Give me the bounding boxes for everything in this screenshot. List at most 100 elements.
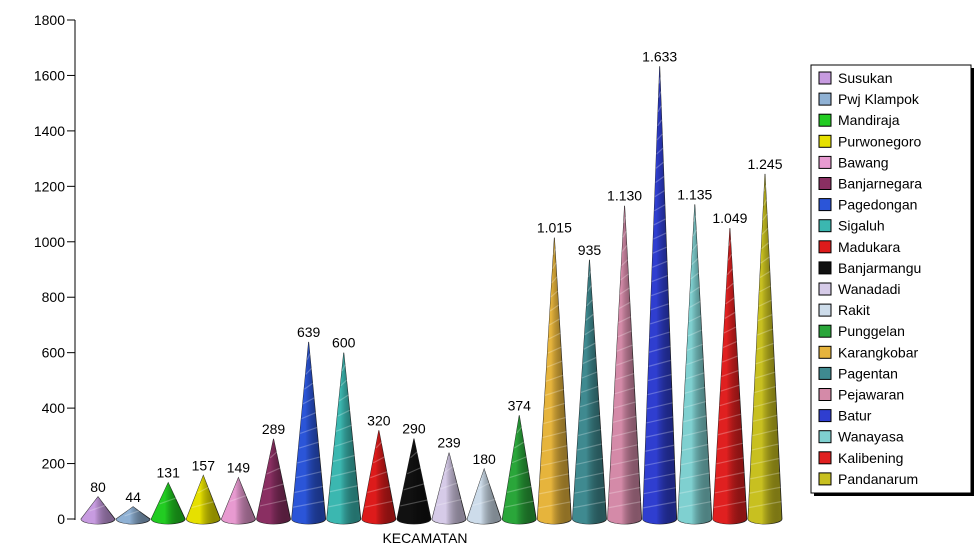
legend-swatch (818, 261, 832, 275)
legend-label: Banjarnegara (838, 176, 922, 192)
legend-label: Purwonegoro (838, 133, 921, 149)
legend-label: Sigaluh (838, 218, 885, 234)
legend-swatch (818, 177, 832, 190)
legend-item: Karangkobar (818, 344, 919, 360)
cone-batur (642, 66, 678, 525)
legend-label: Banjarmangu (838, 260, 921, 276)
y-tick-label: 600 (42, 345, 66, 361)
cones (80, 66, 783, 525)
legend-label: Pandanarum (838, 471, 918, 487)
legend-label: Pwj Klampok (838, 91, 920, 107)
x-axis-label: KECAMATAN (382, 530, 467, 546)
legend-label: Pagentan (838, 365, 898, 381)
cone-susukan (80, 496, 116, 525)
legend-label: Wanayasa (838, 429, 904, 445)
legend-label: Karangkobar (838, 344, 919, 360)
y-tick-label: 200 (42, 456, 66, 472)
legend-label: Wanadadi (838, 281, 901, 297)
data-label: 1.015 (537, 220, 572, 236)
data-label: 1.049 (712, 210, 747, 226)
legend-swatch (818, 219, 832, 233)
legend-swatch (818, 92, 832, 106)
cone-karangkobar (536, 237, 572, 525)
legend-swatch (818, 472, 832, 486)
cone-banjarmangu (396, 438, 432, 525)
data-label: 1.633 (642, 48, 677, 64)
legend-item: Rakit (818, 302, 870, 318)
legend-swatch (818, 240, 832, 254)
legend-item: Pejawaran (818, 387, 904, 403)
y-tick-label: 1600 (34, 67, 65, 83)
legend-label: Rakit (838, 302, 870, 318)
cone-pandanarum (747, 173, 783, 525)
legend-item: Pagentan (818, 365, 898, 381)
legend-item: Sigaluh (818, 218, 885, 234)
data-label: 157 (192, 457, 216, 473)
cone-pejawaran (607, 205, 642, 525)
legend-label: Madukara (838, 239, 900, 255)
legend-swatch (818, 409, 832, 423)
legend-swatch (818, 155, 832, 169)
cone-punggelan (501, 415, 537, 525)
data-label: 239 (437, 435, 461, 451)
data-label: 1.135 (677, 186, 712, 202)
legend-item: Purwonegoro (818, 133, 921, 149)
y-axis: 0 200 400 600 800 1000 1200 1400 1600 1800 (34, 12, 76, 527)
data-label: 1.245 (747, 156, 782, 172)
legend-label: Bawang (838, 154, 889, 170)
legend-item: Wanayasa (818, 429, 904, 445)
y-tick-label: 1000 (34, 234, 65, 250)
legend-swatch (818, 345, 832, 359)
cone-sigaluh (326, 352, 362, 525)
y-tick-label: 800 (42, 289, 66, 305)
legend-swatch (818, 324, 832, 338)
data-labels: 80 44 131 157 149 289 639 600 320 290 239 180 374 1.0… (90, 48, 783, 505)
cone-wanayasa (677, 204, 713, 525)
legend-item: Banjarnegara (818, 176, 922, 192)
legend-label: Pagedongan (838, 197, 917, 213)
legend-item: Kalibening (818, 450, 903, 466)
legend-swatch (818, 134, 832, 148)
cone-wanadadi (431, 452, 467, 525)
legend-label: Susukan (838, 70, 892, 86)
y-tick-label: 1800 (34, 12, 65, 28)
legend-item: Banjarmangu (818, 260, 921, 276)
legend-swatch (818, 451, 832, 465)
legend-swatch (818, 430, 832, 444)
legend-swatch (818, 282, 832, 296)
y-tick-label: 1200 (34, 178, 65, 194)
legend-box (810, 64, 972, 494)
legend-swatch (818, 366, 832, 380)
data-label: 290 (402, 421, 426, 437)
legend-label: Mandiraja (838, 112, 900, 128)
cone-pwj-klampok (115, 506, 151, 525)
legend-item: Susukan (818, 70, 892, 86)
data-label: 320 (367, 412, 391, 428)
legend-swatch (818, 71, 832, 85)
legend-item: Wanadadi (818, 281, 901, 297)
cone-kalibening (712, 228, 748, 525)
legend: Susukan Pwj Klampok Mandiraja Purwonegoro Ba… (810, 64, 974, 496)
y-tick-label: 1400 (34, 123, 65, 139)
legend-label: Kalibening (838, 450, 903, 466)
data-label: 289 (262, 421, 286, 437)
legend-item: Madukara (818, 239, 900, 255)
data-label: 639 (297, 324, 321, 340)
y-tick-label: 0 (57, 511, 65, 527)
data-label: 180 (472, 451, 496, 467)
legend-swatch (818, 388, 832, 401)
cone-purwonegoro (185, 474, 221, 525)
data-label: 1.130 (607, 188, 642, 204)
legend-item: Pwj Klampok (818, 91, 920, 107)
cone-pagedongan (291, 341, 327, 525)
legend-item: Pandanarum (818, 471, 918, 487)
data-label: 131 (157, 465, 181, 481)
legend-label: Punggelan (838, 323, 905, 339)
legend-label: Batur (838, 408, 872, 424)
legend-swatch (818, 303, 832, 317)
data-label: 80 (90, 479, 106, 495)
legend-item: Bawang (818, 154, 889, 170)
data-label: 935 (578, 242, 602, 258)
legend-label: Pejawaran (838, 387, 904, 403)
